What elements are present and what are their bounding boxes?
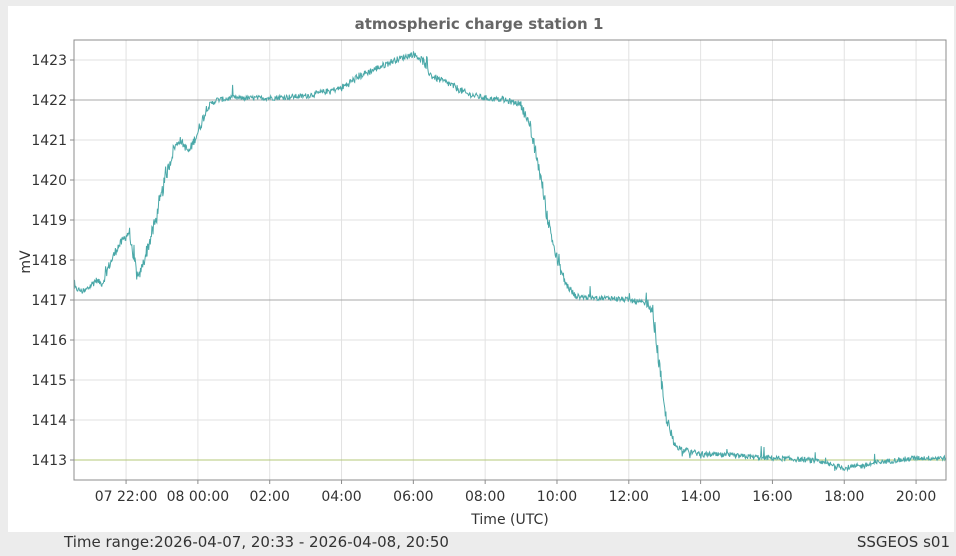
line-chart: atmospheric charge station 1 14131414141… bbox=[18, 15, 947, 528]
x-tick-label: 08 00:00 bbox=[167, 489, 230, 505]
y-tick-label: 1419 bbox=[31, 213, 67, 229]
x-tick-label: 10:00 bbox=[537, 489, 577, 505]
chart-title: atmospheric charge station 1 bbox=[355, 15, 604, 33]
y-axis-title: mV bbox=[18, 250, 34, 274]
reference-lines bbox=[74, 99, 946, 461]
y-tick-label: 1417 bbox=[31, 293, 67, 309]
x-tick-label: 04:00 bbox=[321, 489, 361, 505]
y-tick-label: 1422 bbox=[31, 93, 67, 109]
y-tick-label: 1418 bbox=[31, 253, 67, 269]
y-axis-ticks: 1413 1414 1415 1416 1417 1418 1419 1420 1421 1422… bbox=[31, 53, 74, 469]
y-tick-label: 1415 bbox=[31, 373, 67, 389]
station-id-label: SSGEOS s01 bbox=[856, 533, 950, 551]
x-tick-label: 07 22:00 bbox=[95, 489, 158, 505]
x-tick-label: 12:00 bbox=[609, 489, 649, 505]
y-tick-label: 1420 bbox=[31, 173, 67, 189]
series-line bbox=[73, 51, 947, 473]
x-tick-label: 18:00 bbox=[824, 489, 864, 505]
x-tick-label: 08:00 bbox=[465, 489, 505, 505]
x-tick-label: 06:00 bbox=[393, 489, 433, 505]
x-axis-title: Time (UTC) bbox=[470, 512, 548, 528]
x-tick-label: 16:00 bbox=[752, 489, 792, 505]
x-axis-ticks: 07 22:00 08 00:00 02:00 04:00 06:00 08:00 10:0… bbox=[95, 480, 936, 505]
x-tick-label: 14:00 bbox=[680, 489, 720, 505]
y-tick-label: 1413 bbox=[31, 453, 67, 469]
x-tick-label: 20:00 bbox=[896, 489, 936, 505]
series-layer bbox=[73, 51, 947, 473]
y-tick-label: 1414 bbox=[31, 413, 67, 429]
time-range-label: Time range:2026-04-07, 20:33 - 2026-04-0… bbox=[64, 533, 449, 551]
grid-layer bbox=[74, 40, 946, 480]
y-tick-label: 1421 bbox=[31, 133, 67, 149]
chart-panel: atmospheric charge station 1 1413 1414 141… bbox=[8, 6, 954, 532]
x-tick-label: 02:00 bbox=[250, 489, 290, 505]
y-tick-label: 1423 bbox=[31, 53, 67, 69]
y-tick-label: 1416 bbox=[31, 333, 67, 349]
